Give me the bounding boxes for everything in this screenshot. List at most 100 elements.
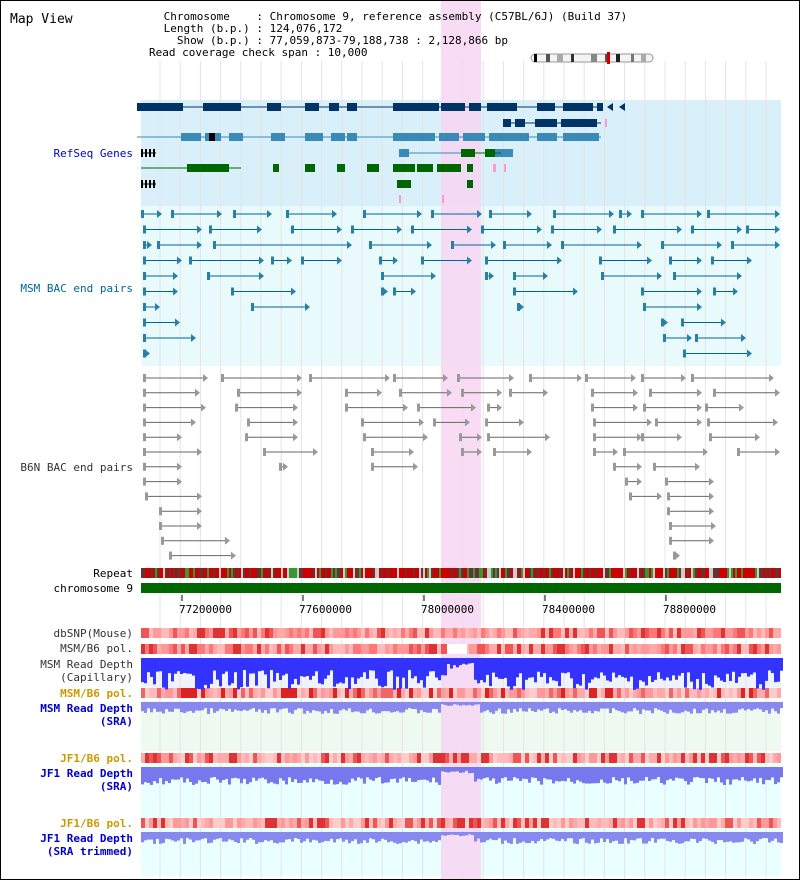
heat-cell [481,818,485,828]
heat-cell [425,753,429,763]
heat-cell [613,688,617,698]
ideogram-band [557,54,563,62]
heat-cell [229,688,233,698]
refseq-genes-label[interactable]: RefSeq Genes [53,147,133,160]
repeat-mark [353,568,355,578]
depth-bar [528,767,531,783]
depth-bar [516,767,519,779]
bac-end-mark [259,272,264,280]
heat-cell [381,628,385,638]
depth-bar [399,832,402,844]
msm-bac-label[interactable]: MSM BAC end pairs [20,282,133,295]
depth-bar [753,832,756,844]
depth-bar [159,767,162,779]
depth-bar [600,832,603,839]
repeat-mark [399,568,401,578]
bac-end-mark [491,241,496,249]
heat-cell [573,644,577,654]
bac-end-mark [669,536,672,545]
heat-cell [465,818,469,828]
heat-cell [661,688,665,698]
heat-cell [757,753,761,763]
depth-bar [585,702,588,713]
depth-bar [321,658,324,685]
depth-bar [483,832,486,843]
heat-cell [625,644,629,654]
depth-bar [429,658,432,672]
depth-bar [348,832,351,844]
gene-exon [563,103,593,111]
repeat-mark [577,568,579,578]
heat-cell [717,628,721,638]
heat-cell [177,688,181,698]
heat-cell [569,818,573,828]
heat-cell [189,688,193,698]
bac-end-mark [527,448,532,456]
depth-bar [246,658,249,687]
heat-cell [281,818,285,828]
heat-cell [565,688,569,698]
jf1-depth-sra-sublabel: (SRA) [99,780,133,793]
heat-cell [449,818,453,828]
repeat-mark [289,568,291,578]
depth-bar [255,702,258,712]
depth-bar [474,702,477,705]
depth-bar [522,702,525,712]
heat-cell [641,628,645,638]
repeat-mark [143,568,145,578]
heat-cell [197,688,201,698]
heat-cell [157,753,161,763]
heat-cell [293,628,297,638]
depth-bar [696,767,699,778]
depth-bar [585,658,588,690]
heat-cell [617,818,621,828]
depth-bar [222,767,225,780]
repeat-mark [729,568,731,578]
bac-end-mark [145,349,150,358]
depth-bar [663,767,666,785]
heat-cell [385,818,389,828]
depth-bar [522,767,525,779]
depth-bar [363,658,366,673]
depth-bar [528,702,531,709]
depth-bar [705,767,708,784]
repeat-mark [169,568,171,578]
msm-depth-cap-label: MSM Read Depth [40,658,133,671]
depth-bar [654,702,657,709]
bac-end-mark [653,462,656,471]
repeat-mark [375,568,377,578]
heat-cell [369,753,373,763]
repeat-mark [469,568,471,578]
depth-bar [399,658,402,689]
depth-bar [510,702,513,713]
depth-bar [600,658,603,673]
depth-bar [510,658,513,690]
depth-bar [168,658,171,674]
heat-cell [677,753,681,763]
bac-end-mark [489,210,492,218]
heat-cell [305,628,309,638]
bac-end-mark [713,287,716,296]
depth-bar [477,658,480,684]
bac-end-mark [385,374,390,382]
heat-cell [333,753,337,763]
depth-bar [519,702,522,709]
repeat-mark [751,568,753,578]
repeat-mark [475,568,477,578]
b6n-bac-label[interactable]: B6N BAC end pairs [20,461,133,474]
repeat-mark [599,568,601,578]
depth-bar [735,832,738,843]
depth-bar [690,658,693,682]
heat-cell [165,688,169,698]
heat-cell [685,818,689,828]
heat-cell [237,628,241,638]
bac-end-mark [383,287,388,296]
repeat-mark [509,568,511,578]
heat-cell [713,818,717,828]
bac-end-mark [537,225,542,234]
repeat-mark [307,568,309,578]
heat-cell [217,688,221,698]
depth-bar [495,767,498,784]
heat-gap [447,644,467,654]
